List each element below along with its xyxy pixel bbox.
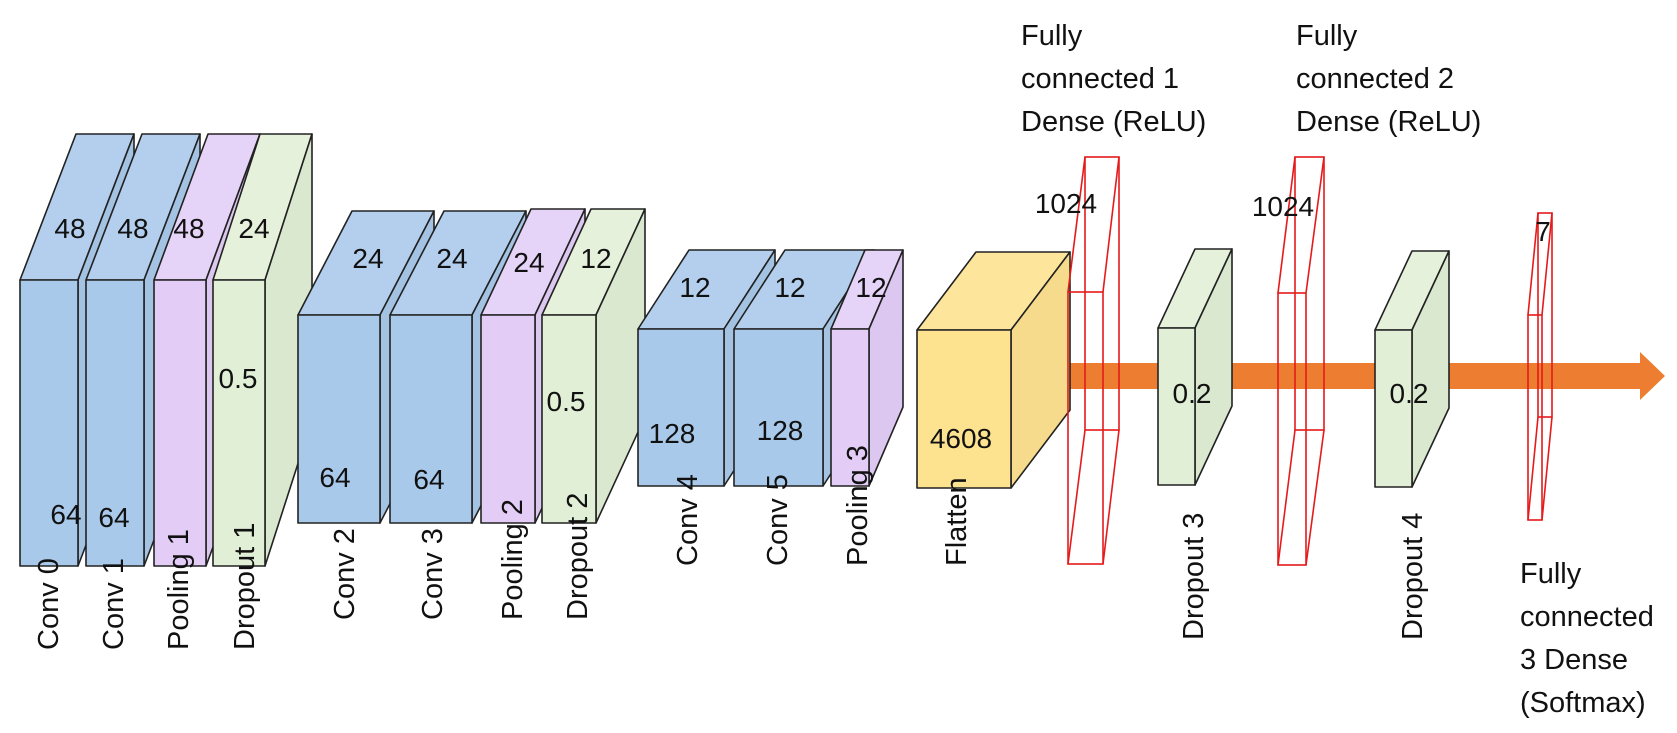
dense-title-line: Dense (ReLU) [1021,106,1206,138]
dense-edge [1102,156,1120,293]
layer-channels: 128 [757,415,804,446]
dense-units: 1024 [1035,188,1097,219]
dense-title-line: connected 2 [1296,63,1454,95]
layer-spatial-size: 12 [855,272,886,303]
dense-title-line: (Softmax) [1520,687,1646,719]
dense-edge [1305,156,1325,294]
block-front-face [1374,329,1413,488]
dense-title-line: Fully [1520,558,1582,590]
layer-label-conv-1: Conv 1 [98,558,130,650]
layer-label-conv-5: Conv 5 [762,474,794,566]
layer-label-dropout-1: Dropout 1 [229,523,261,650]
block-front-face [19,279,79,567]
dense-layer-2: 1024 Fully connected 2 Dense (ReLU) [1252,20,1481,566]
layer-label-pooling-2: Pooling 2 [497,499,529,620]
dense-front-face [1277,292,1307,566]
layer-label-conv-4: Conv 4 [672,474,704,566]
layer-label-dropout-4: Dropout 4 [1397,513,1429,640]
layer-spatial-size: 24 [513,247,544,278]
layer-spatial-size: 24 [352,243,383,274]
layer-label-pooling-1: Pooling 1 [163,529,195,650]
block-front-face [637,328,725,487]
block-front-face [480,314,536,524]
layer-label-dropout-2: Dropout 2 [562,493,594,620]
dense-title-line: connected [1520,601,1654,633]
block-front-face [212,279,266,567]
layer-spatial-size: 48 [117,213,148,244]
layer-label-pooling-3: Pooling 3 [842,445,874,566]
layer-spatial-size: 48 [54,213,85,244]
dense-edge [1541,212,1553,316]
layer-label-conv-3: Conv 3 [417,528,449,620]
dense-edge [1541,416,1553,521]
layer-spatial-size: 12 [580,243,611,274]
block-front-face [153,279,207,567]
layer-spatial-size: 24 [436,243,467,274]
dense-back-face [1084,156,1120,431]
block-front-face [733,328,824,487]
layer-channels: 64 [98,502,129,533]
dense-edge [1305,429,1325,566]
dense-title-line: 3 Dense [1520,644,1628,676]
dense-edge [1067,429,1086,565]
dense-front-face [1067,291,1104,565]
layer-label-conv-2: Conv 2 [329,528,361,620]
dense-layers: 1024 Fully connected 1 Dense (ReLU) 1024 Full… [1021,20,1654,719]
dense-edge [1527,416,1539,521]
dense-units: 7 [1535,216,1551,247]
dense-units: 1024 [1252,191,1314,222]
dense-title-line: Fully [1021,20,1083,52]
block-front-face [541,314,597,524]
layer-channels: 64 [319,462,350,493]
block-front-face [916,329,1012,489]
dropout-rate: 0.5 [547,386,586,417]
dense-edge [1277,429,1296,566]
layer-label-flatten: Flatten [941,477,973,566]
layer-channels: 64 [413,464,444,495]
dropout-rate: 0.5 [219,363,258,394]
layer-block-dropout-1: 240.5 [212,133,313,567]
dense-edge [1277,156,1296,294]
layer-label-conv-0: Conv 0 [33,558,65,650]
dense-title-line: Dense (ReLU) [1296,106,1481,138]
layer-block-dropout-3: 0.2 [1157,248,1233,486]
dense-layer-3: 7 Fully connected 3 Dense (Softmax) [1520,212,1654,719]
dense-title-line: Fully [1296,20,1358,52]
layer-block-dropout-2: 120.5 [541,208,646,524]
layer-spatial-size: 12 [774,272,805,303]
layer-block-flatten: 4608 [916,251,1071,489]
layer-label-dropout-3: Dropout 3 [1178,513,1210,640]
dense-title-line: connected 1 [1021,63,1179,95]
block-front-face [297,314,381,524]
layer-channels: 128 [649,418,696,449]
dropout-rate: 0.2 [1173,378,1212,409]
layer-block-pooling-3: 12 [830,249,904,487]
layer-block-dropout-4: 0.2 [1374,250,1450,488]
layer-spatial-size: 24 [238,213,269,244]
layer-spatial-size: 12 [679,272,710,303]
layer-channels: 64 [50,499,81,530]
dense-edge [1102,429,1120,565]
layer-spatial-size: 48 [173,213,204,244]
flatten-units: 4608 [930,423,992,454]
block-front-face [389,314,473,524]
dense-edge [1067,156,1086,293]
layer-labels: Conv 0 Conv 1 Pooling 1 Dropout 1 Conv 2 Conv… [33,445,1429,650]
block-front-face [1157,327,1196,486]
flow-arrow-start-segment [1066,363,1162,389]
block-front-face [85,279,145,567]
block-front-face [830,328,870,487]
dense-front-face [1527,314,1543,521]
dropout-rate: 0.2 [1390,378,1429,409]
dense-layer-1: 1024 Fully connected 1 Dense (ReLU) [1021,20,1206,565]
dense-edge [1527,212,1539,316]
